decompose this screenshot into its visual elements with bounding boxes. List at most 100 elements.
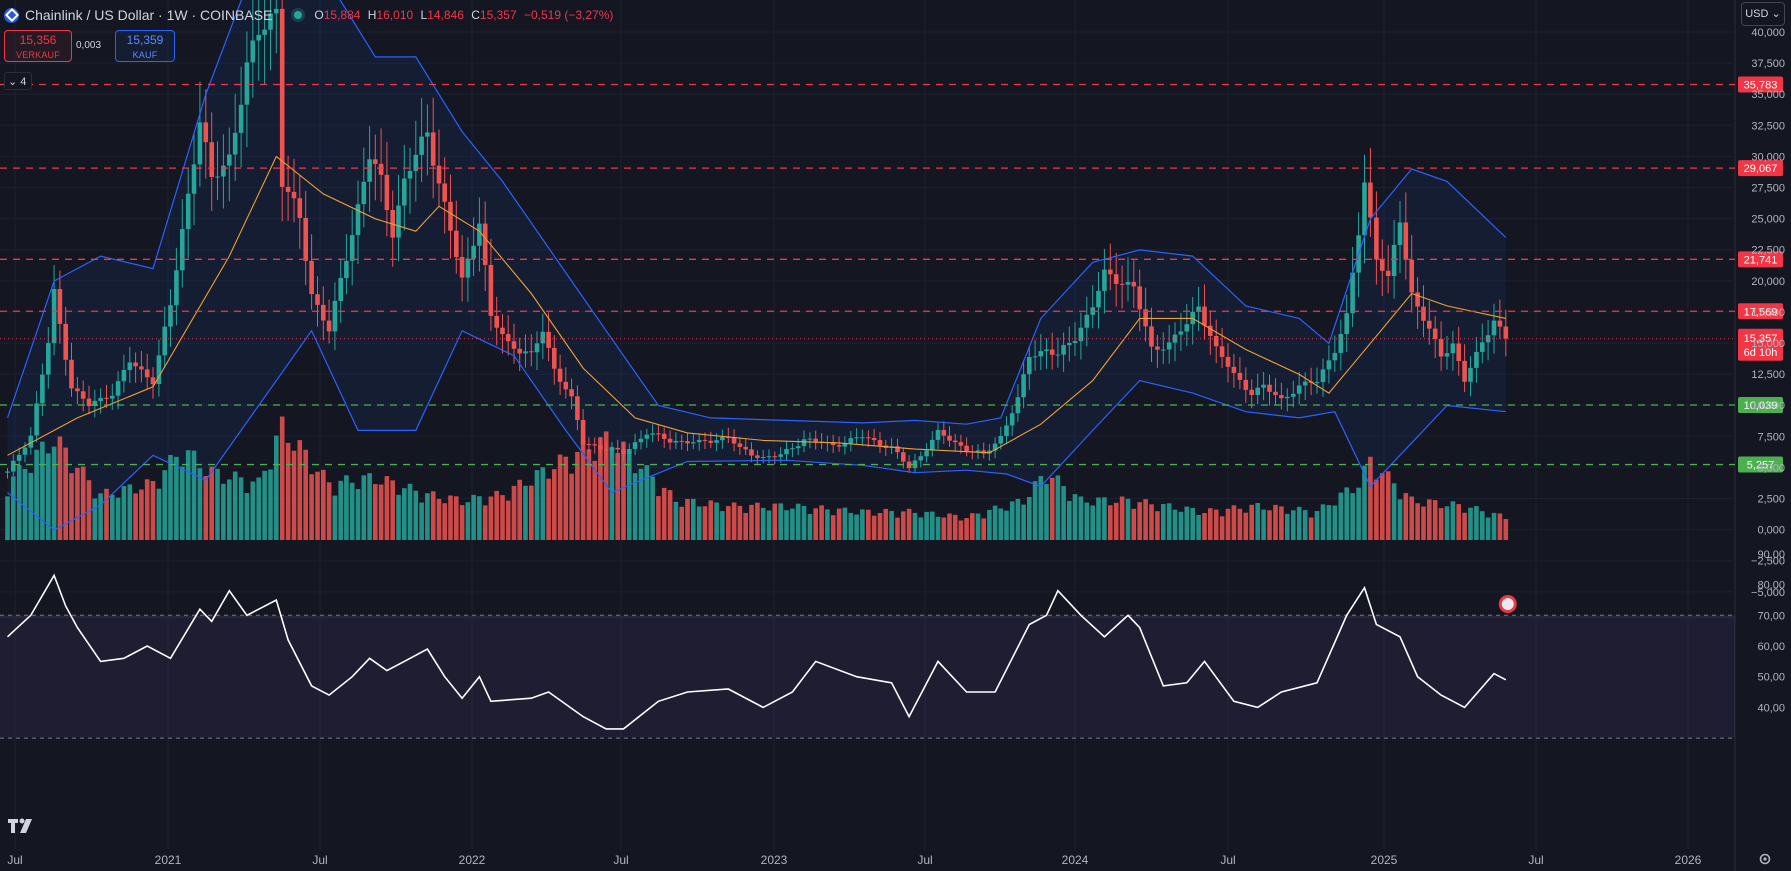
- candle-body: [51, 289, 57, 344]
- level-label-bg: [1738, 160, 1783, 177]
- candle-body: [1125, 282, 1131, 285]
- candle-body: [632, 442, 638, 449]
- candle-body: [1415, 292, 1420, 307]
- volume-bar: [1320, 504, 1326, 540]
- volume-bar: [871, 515, 877, 540]
- buy-label: KAUF: [132, 50, 158, 60]
- volume-bar: [609, 446, 615, 540]
- settings-gear-icon[interactable]: [1758, 852, 1772, 866]
- volume-bar: [1356, 487, 1361, 540]
- candle-body: [1421, 306, 1426, 321]
- volume-bar: [673, 501, 679, 540]
- volume-bar: [191, 450, 197, 540]
- volume-bar: [349, 482, 355, 540]
- currency-button[interactable]: USD ⌄: [1741, 2, 1785, 26]
- candle-body: [1291, 393, 1296, 397]
- price-tick-label: 27,500: [1751, 183, 1785, 195]
- candle-body: [232, 132, 238, 155]
- indicators-toggle[interactable]: ⌄ 4: [4, 72, 32, 90]
- volume-bar: [221, 483, 226, 540]
- candle-body: [338, 278, 343, 301]
- volume-bar: [28, 472, 34, 540]
- candle-body: [523, 351, 528, 354]
- buy-button[interactable]: 15,359 KAUF: [115, 30, 175, 62]
- candle-body: [511, 341, 517, 349]
- candle-body: [86, 398, 92, 406]
- candle-body: [1362, 182, 1367, 236]
- candle-body: [1391, 244, 1397, 276]
- volume-bar: [970, 513, 975, 540]
- volume-bar: [326, 482, 332, 540]
- candle-body: [790, 448, 795, 450]
- candle-body: [285, 186, 291, 192]
- volume-bar: [627, 449, 632, 540]
- volume-bar: [1166, 503, 1172, 540]
- volume-bar: [1038, 476, 1044, 540]
- volume-bar: [592, 460, 597, 540]
- volume-bar: [279, 416, 285, 540]
- candle-body: [1497, 320, 1503, 327]
- candle-body: [1225, 356, 1231, 367]
- rsi-line: [6, 573, 1507, 730]
- candle-body: [477, 223, 482, 246]
- candle-body: [361, 181, 367, 205]
- level-label: 17,569: [1744, 306, 1778, 318]
- volume-bar: [373, 484, 378, 540]
- candle-body: [1044, 349, 1049, 352]
- level-label-bg: [1738, 303, 1783, 320]
- volume-bar: [691, 498, 696, 540]
- candle-body: [679, 440, 684, 442]
- candle-body: [1474, 351, 1479, 368]
- volume-bar: [232, 471, 238, 540]
- candle-body: [40, 374, 45, 404]
- candle-body: [244, 62, 250, 105]
- volume-bar: [964, 518, 969, 540]
- candle-body: [11, 460, 16, 472]
- volume-bar: [1332, 505, 1338, 540]
- volume-bar: [1027, 497, 1032, 540]
- candle-body: [720, 436, 725, 441]
- volume-bar: [1190, 507, 1195, 540]
- candle-body: [168, 305, 173, 327]
- candle-body: [772, 456, 778, 458]
- volume-bar: [1468, 507, 1473, 540]
- volume-bar: [315, 471, 320, 540]
- volume-bar: [156, 488, 162, 540]
- volume-bar: [615, 453, 620, 540]
- candle-body: [1009, 413, 1015, 426]
- candle-body: [534, 343, 540, 353]
- volume-bar: [1113, 502, 1119, 540]
- volume-bar: [209, 466, 214, 540]
- candle-body: [615, 447, 620, 450]
- volume-bar: [1044, 484, 1049, 540]
- volume-bar: [1403, 493, 1409, 540]
- candle-body: [1491, 320, 1497, 336]
- volume-bar: [1009, 501, 1015, 540]
- price-tick-label: 17,500: [1751, 307, 1785, 319]
- symbol-title[interactable]: Chainlink / US Dollar · 1W · COINBASE: [25, 7, 273, 23]
- candle-body: [866, 437, 871, 439]
- candle-body: [854, 437, 859, 439]
- volume-bar: [174, 456, 179, 540]
- candle-body: [1438, 339, 1444, 357]
- volume-bar: [992, 505, 998, 540]
- candle-body: [465, 258, 471, 278]
- volume-bar: [1172, 509, 1178, 540]
- volume-bar: [790, 508, 795, 540]
- sell-label: VERKAUF: [16, 50, 60, 60]
- candle-body: [344, 260, 349, 278]
- sell-button[interactable]: 15,356 VERKAUF: [4, 30, 72, 62]
- candle-body: [1166, 342, 1172, 350]
- volume-bar: [569, 473, 574, 540]
- volume-bar: [413, 490, 419, 540]
- volume-bar: [185, 450, 191, 540]
- event-marker-flag: [1501, 598, 1514, 610]
- candle-body: [221, 165, 226, 177]
- volume-bar: [303, 449, 308, 540]
- volume-bar: [1474, 506, 1479, 540]
- candle-body: [425, 132, 430, 137]
- candle-body: [1021, 374, 1026, 398]
- volume-bar: [1004, 510, 1009, 540]
- candle-body: [1208, 325, 1213, 336]
